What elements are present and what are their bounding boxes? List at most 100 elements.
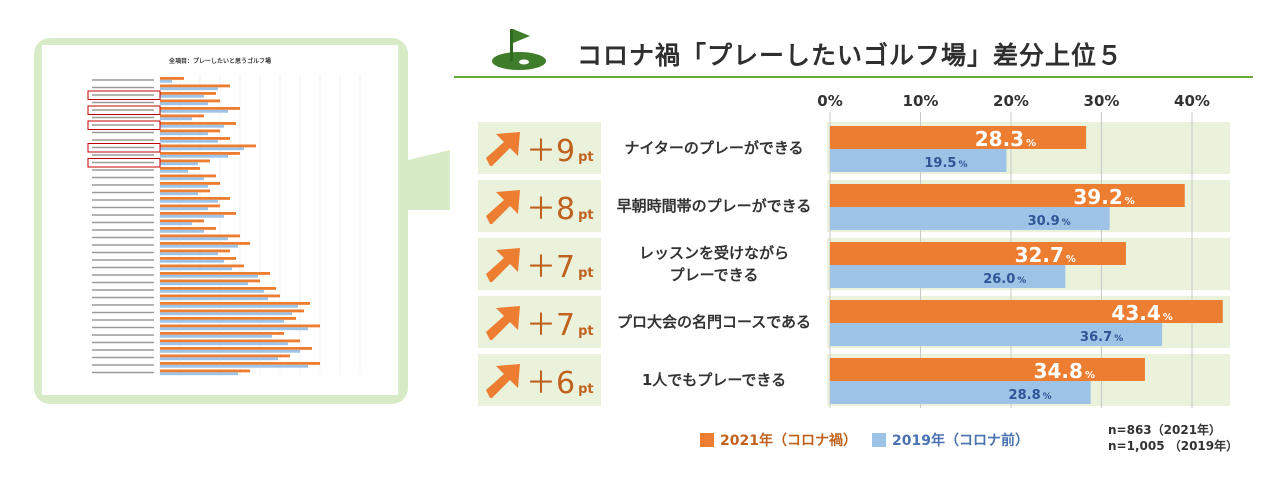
page-title: コロナ禍「プレーしたいゴルフ場」差分上位５ — [577, 41, 1124, 70]
thumbnail-row-label — [92, 281, 154, 284]
bar-2019 — [830, 381, 1091, 404]
thumbnail-bar-2019 — [160, 109, 228, 113]
thumbnail-row-label — [92, 356, 154, 359]
thumbnail-title: 全項目：プレーしたいと思うゴルフ場 — [168, 57, 271, 65]
thumbnail-bar-2019 — [160, 252, 218, 256]
thumbnail-row-label — [92, 94, 154, 96]
thumbnail-bar-2019 — [160, 364, 308, 368]
thumbnail-bar-2019 — [160, 304, 298, 308]
thumbnail-bar-2021 — [160, 137, 230, 140]
thumbnail-row-label — [92, 214, 154, 216]
thumbnail-bar-2021 — [160, 249, 230, 253]
diff-unit: pt — [578, 266, 594, 281]
data-label-2021: 32.7 — [1015, 243, 1064, 267]
bar-2021 — [830, 242, 1126, 265]
thumbnail-bar-2021 — [160, 339, 300, 343]
x-tick-label: 40% — [1174, 92, 1210, 110]
thumbnail-row-label — [92, 274, 154, 276]
thumbnail-bar-2021 — [160, 272, 270, 275]
thumbnail-chart: 全項目：プレーしたいと思うゴルフ場 — [87, 57, 361, 376]
thumbnail-bar-2019 — [160, 289, 264, 293]
thumbnail-bar-2019 — [160, 237, 228, 241]
x-tick-label: 10% — [903, 92, 939, 110]
thumbnail-bar-2021 — [160, 144, 256, 148]
category-label: プロ大会の名門コースである — [616, 313, 812, 331]
category-label: レッスンを受けながら プレーできる — [638, 244, 789, 284]
thumbnail-bar-2021 — [160, 189, 210, 193]
thumbnail-row-label — [92, 169, 154, 171]
thumbnail-row-label — [92, 79, 154, 81]
thumbnail-row-label — [92, 236, 154, 239]
thumbnail-bar-2019 — [160, 267, 232, 271]
thumbnail-bar-2019 — [160, 297, 268, 301]
up-right-arrow-icon — [486, 190, 520, 224]
thumbnail-highlight-box — [87, 90, 161, 100]
x-tick-label: 20% — [993, 92, 1029, 110]
thumbnail-row-label — [92, 311, 154, 314]
diff-number: ＋8 — [526, 192, 576, 227]
thumbnail-bar-2019 — [160, 117, 192, 121]
thumbnail-bar-2019 — [160, 87, 218, 91]
thumbnail-row-label — [92, 289, 154, 291]
thumbnail-row-label — [92, 319, 154, 321]
data-unit-2019: % — [958, 160, 967, 170]
category-label: 早朝時間帯のプレーができる — [616, 197, 812, 215]
callout-pointer — [408, 150, 450, 210]
thumbnail-row-label — [92, 221, 154, 224]
thumbnail-row-label — [92, 131, 154, 134]
thumbnail-bar-2021 — [160, 84, 230, 88]
category-cell: 1人でもプレーできる — [601, 354, 827, 406]
diff-number: ＋9 — [526, 134, 576, 169]
thumbnail-bar-2019 — [160, 177, 204, 181]
up-right-arrow-icon — [486, 132, 520, 166]
thumbnail-row-label — [92, 229, 154, 231]
category-cell: 早朝時間帯のプレーができる — [601, 180, 827, 232]
diff-value: ＋7 pt — [526, 300, 594, 344]
bar-2021 — [830, 300, 1223, 323]
thumbnail-row-label — [92, 109, 154, 111]
sample-size-2021: n=863（2021年） — [1108, 423, 1222, 437]
category-cell: プロ大会の名門コースである — [601, 296, 827, 348]
thumbnail-bar-2019 — [160, 147, 244, 151]
diff-unit: pt — [578, 324, 594, 339]
thumbnail-bar-2019 — [160, 244, 238, 248]
diff-value: ＋7 pt — [526, 242, 594, 286]
thumbnail-bar-2021 — [160, 227, 216, 230]
thumbnail-bar-2019 — [160, 274, 258, 278]
data-unit-2019: % — [1017, 276, 1026, 286]
thumbnail-bar-2021 — [160, 317, 296, 320]
thumbnail-bar-2019 — [160, 199, 218, 203]
thumbnail-row-label — [92, 191, 154, 194]
diff-number: ＋6 — [526, 366, 576, 401]
thumbnail-bar-2021 — [160, 287, 276, 290]
thumbnail-row-label — [92, 304, 154, 306]
data-label-2021: 28.3 — [975, 127, 1024, 151]
thumbnail-bar-2021 — [160, 122, 236, 125]
thumbnail-row-label — [92, 101, 154, 104]
category-label: 1人でもプレーできる — [641, 371, 787, 389]
thumbnail-row-label — [92, 116, 154, 119]
thumbnail-highlight-box — [87, 120, 161, 130]
thumbnail-bar-2019 — [160, 327, 308, 331]
thumbnail-bar-2019 — [160, 207, 208, 211]
up-right-arrow-icon — [486, 248, 520, 282]
thumbnail-row-label — [92, 364, 154, 366]
thumbnail-row-label — [92, 206, 154, 209]
legend-2021: 2021年（コロナ禍） — [700, 430, 857, 450]
thumbnail-row-label — [92, 184, 154, 186]
thumbnail-bar-2019 — [160, 357, 278, 361]
bar-2021 — [830, 358, 1145, 381]
thumbnail-row-label — [92, 326, 154, 329]
thumbnail-bar-2021 — [160, 369, 250, 373]
thumbnail-bar-2021 — [160, 294, 280, 298]
up-right-arrow-icon — [486, 364, 520, 398]
thumbnail-bar-2021 — [160, 107, 240, 110]
thumbnail-bar-2021 — [160, 159, 210, 163]
thumbnail-row-label — [92, 154, 154, 156]
thumbnail-bar-2021 — [160, 167, 200, 170]
diff-number: ＋7 — [526, 250, 576, 285]
data-unit-2021: % — [1066, 254, 1076, 265]
category-label: ナイターのプレーができる — [624, 139, 804, 157]
thumbnail-row-label — [92, 124, 154, 126]
